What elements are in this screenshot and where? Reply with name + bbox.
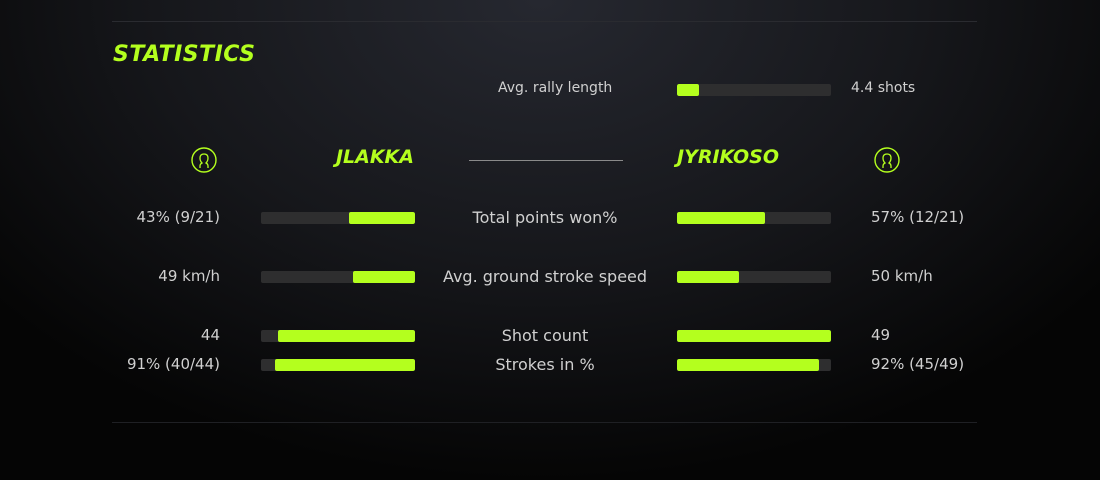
user-circle-icon [874,147,900,173]
player-left-name: JLAKKA [335,146,414,168]
stat-right-bar [677,359,831,371]
stat-label: Avg. ground stroke speed [442,267,648,286]
stat-left-value: 43% (9/21) [136,208,221,226]
stat-right-value: 49 [871,326,891,344]
stat-right-bar [677,330,831,342]
stat-right-value: 92% (45/49) [871,355,965,373]
stat-right-bar-fill [677,330,831,342]
stat-left-value: 44 [200,326,220,344]
stat-right-bar-fill [677,359,819,371]
stat-right-bar-fill [677,271,739,283]
rally-bar [677,84,831,96]
stat-label: Shot count [501,326,589,345]
top-divider [112,21,977,22]
player-right-name: JYRIKOSO [677,146,780,168]
bottom-divider [112,422,977,423]
stat-left-bar [261,271,415,283]
stat-left-bar-fill [348,212,415,224]
stat-left-value: 91% (40/44) [126,355,220,373]
stat-left-bar [261,330,415,342]
stat-right-bar [677,212,831,224]
stat-left-bar-fill [277,330,415,342]
stat-right-value: 50 km/h [871,267,933,285]
center-divider [469,160,623,161]
rally-bar-fill [677,84,699,96]
stat-left-bar-fill [353,271,415,283]
rally-value: 4.4 shots [851,80,916,96]
rally-label: Avg. rally length [498,80,613,96]
stat-right-bar-fill [677,212,765,224]
stat-right-value: 57% (12/21) [871,208,965,226]
stat-right-bar [677,271,831,283]
stat-label: Strokes in % [495,355,595,374]
user-circle-icon [191,147,217,173]
stat-left-value: 49 km/h [158,267,220,285]
page-title: STATISTICS [113,42,256,67]
stat-label: Total points won% [472,208,618,227]
stat-left-bar [261,212,415,224]
stat-left-bar-fill [274,359,415,371]
stat-left-bar [261,359,415,371]
